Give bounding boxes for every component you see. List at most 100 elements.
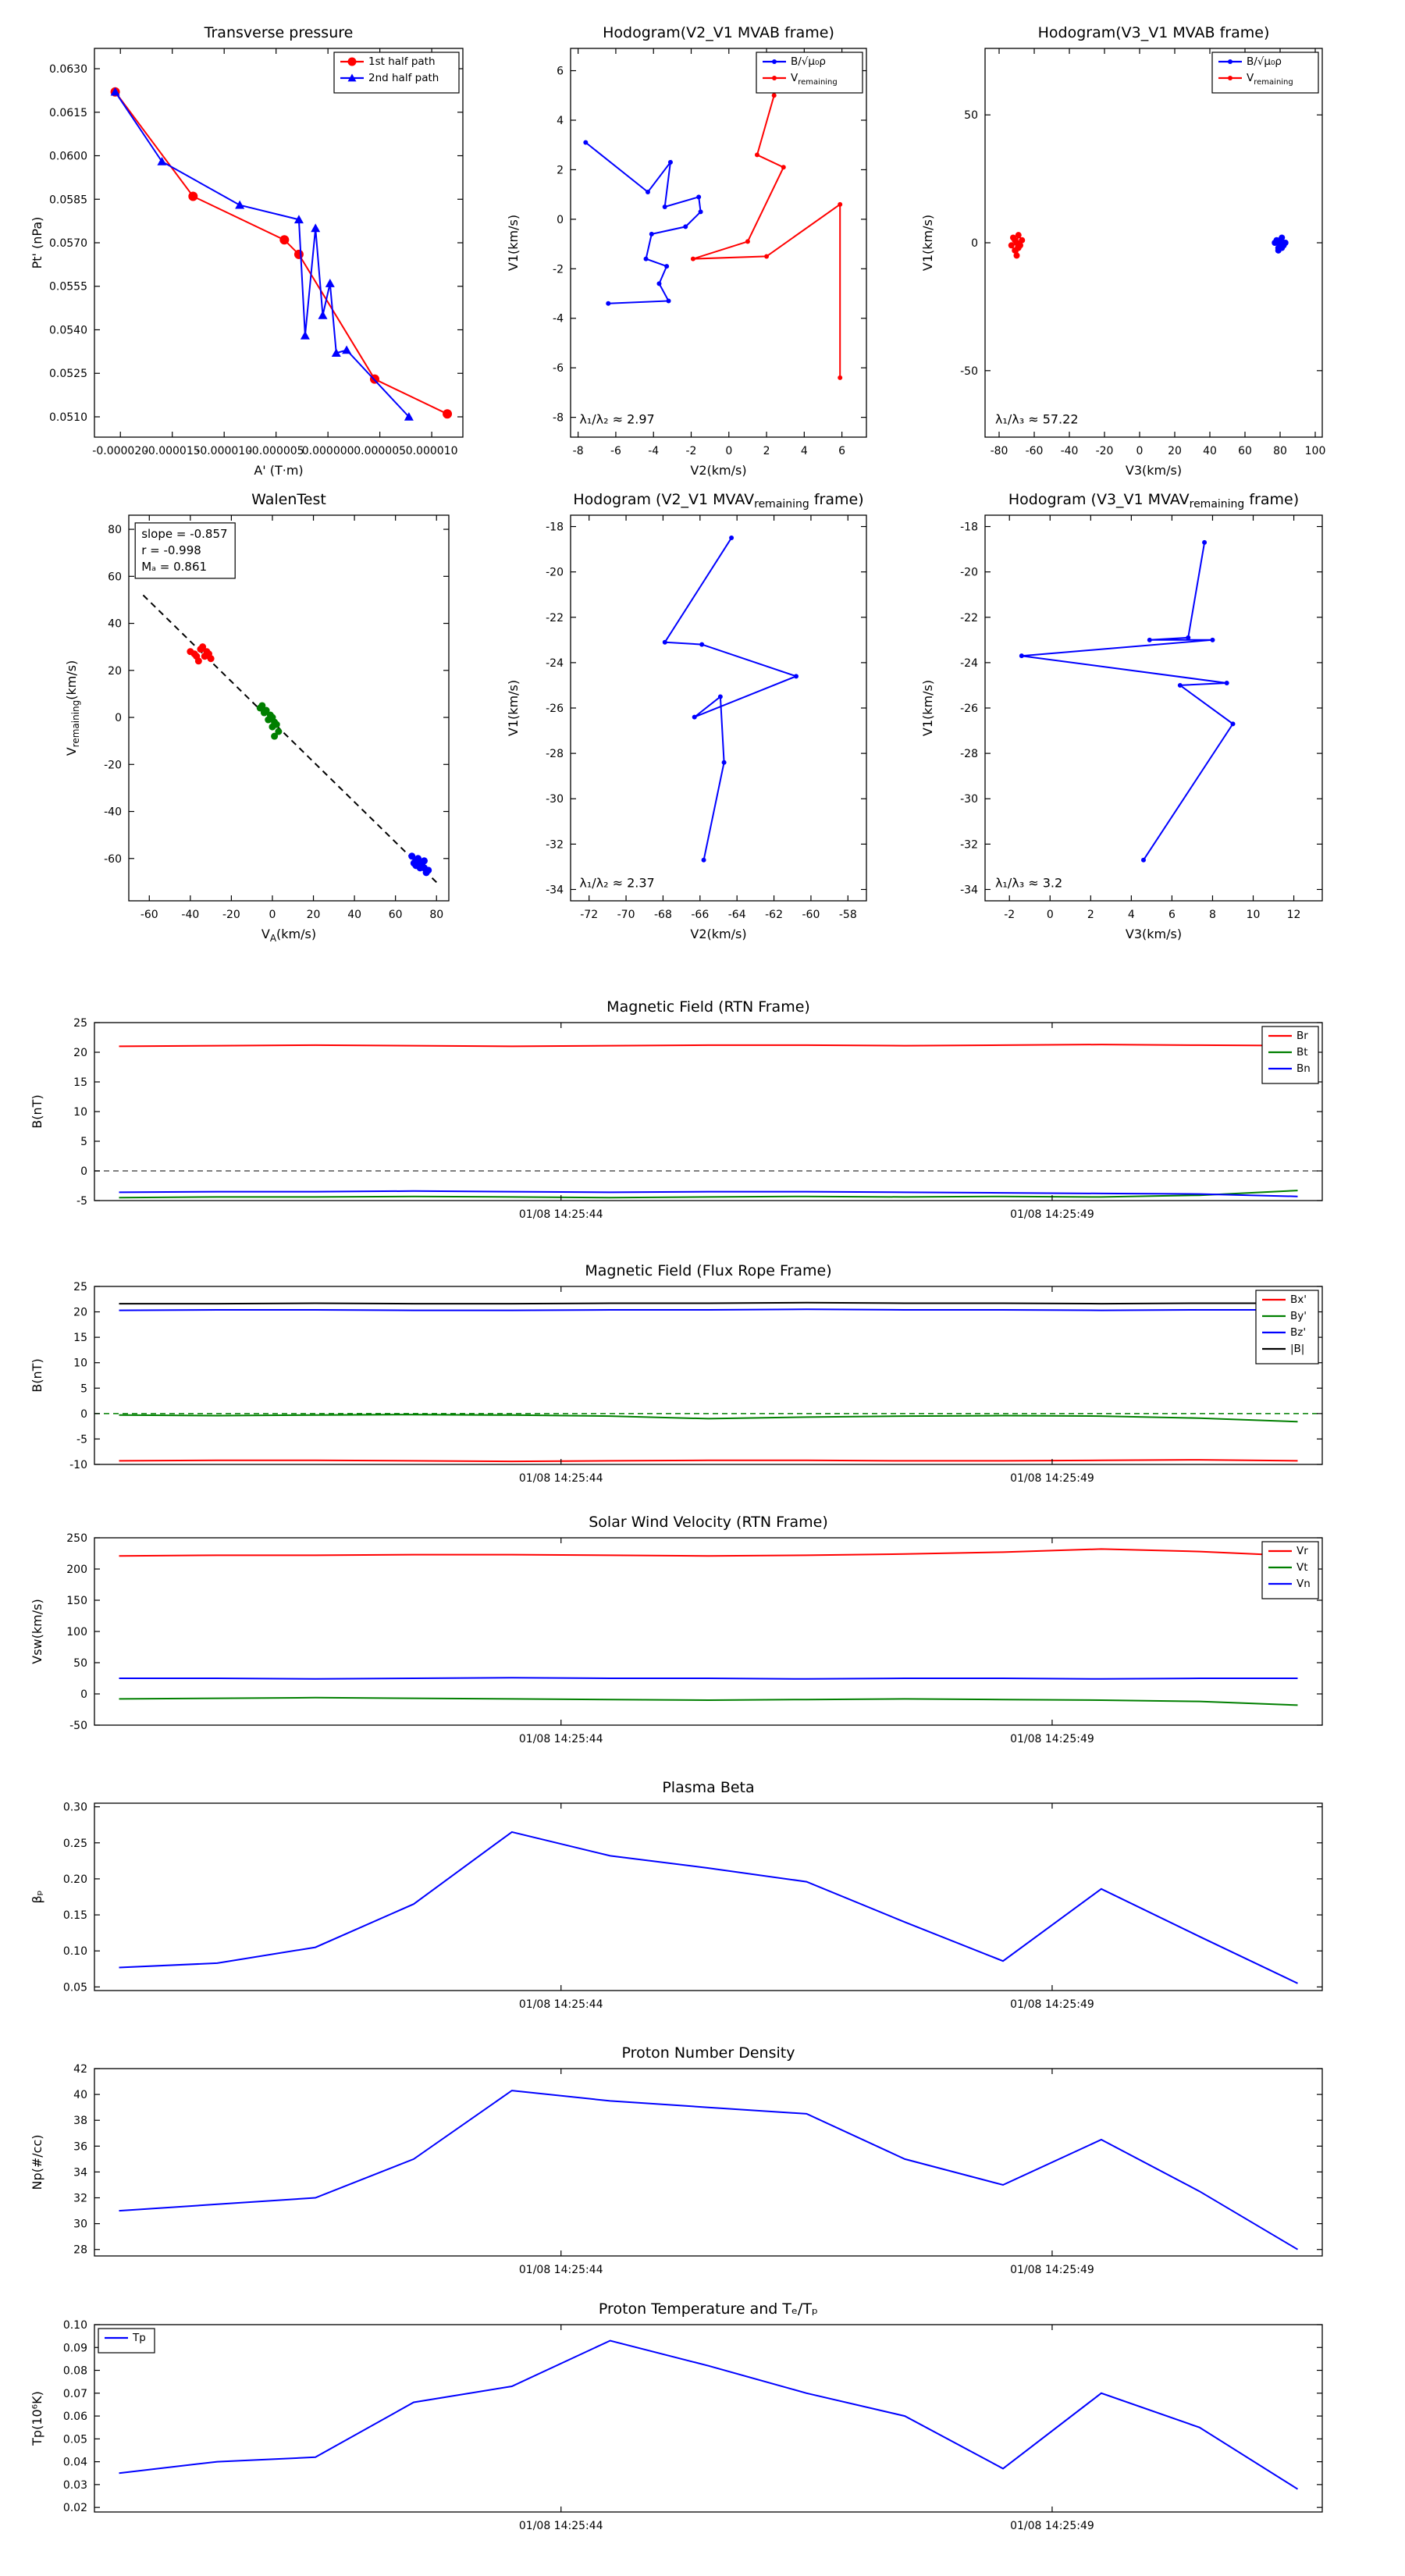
- marker-dot: [271, 732, 279, 740]
- marker-dot: [188, 191, 198, 201]
- marker-triangle: [342, 345, 352, 354]
- y-tick-label: 15: [73, 1076, 87, 1089]
- y-tick-label: 0.10: [63, 2319, 87, 2332]
- x-tick-label: -40: [1061, 445, 1079, 457]
- x-tick-label: -0.000005: [248, 445, 304, 457]
- marker-dot: [1140, 857, 1146, 863]
- axes-frame: [984, 514, 1323, 902]
- y-tick-label: 0.04: [63, 2457, 87, 2469]
- y-tick-label: -6: [553, 362, 564, 375]
- x-tick-label: 01/08 14:25:44: [519, 1733, 603, 1745]
- axes-frame: [94, 1537, 1323, 1726]
- y-tick-label: -30: [960, 793, 978, 806]
- x-tick-label: 01/08 14:25:49: [1010, 2264, 1094, 2276]
- legend-label: |B|: [1290, 1343, 1304, 1355]
- legend-label: B/√μ₀ρ: [791, 55, 826, 68]
- x-axis-label: V3(km/s): [1126, 463, 1182, 478]
- marker-triangle: [325, 279, 335, 287]
- x-tick-label: -8: [573, 445, 584, 457]
- chart-title: Plasma Beta: [662, 1779, 754, 1796]
- y-tick-label: -5: [76, 1195, 87, 1208]
- y-tick-label: -50: [69, 1720, 87, 1732]
- y-tick-label: -10: [69, 1459, 87, 1471]
- marker-dot: [1279, 244, 1286, 251]
- marker-dot: [425, 866, 432, 874]
- marker-dot: [443, 409, 453, 419]
- marker-dot: [1013, 252, 1020, 259]
- legend-label: Bn: [1297, 1062, 1311, 1075]
- marker-triangle: [347, 73, 357, 82]
- x-tick-label: 01/08 14:25:44: [519, 1472, 603, 1485]
- x-axis-label: V2(km/s): [690, 927, 746, 941]
- marker-triangle: [300, 330, 310, 340]
- y-tick-label: 0.07: [63, 2388, 87, 2400]
- marker-triangle: [110, 87, 120, 96]
- marker-dot: [1019, 237, 1026, 244]
- x-tick-label: 2: [763, 445, 770, 457]
- y-tick-label: -50: [960, 365, 978, 378]
- y-tick-label: 2: [557, 164, 564, 176]
- x-tick-label: 4: [801, 445, 808, 457]
- x-tick-label: 6: [838, 445, 845, 457]
- series-vt: [119, 1696, 1298, 1706]
- marker-dot: [690, 256, 695, 262]
- y-tick-label: 0.0525: [49, 368, 87, 380]
- x-tick-label: -60: [140, 909, 158, 921]
- chart-title: Proton Number Density: [622, 2044, 795, 2062]
- x-tick-label: -60: [802, 909, 820, 921]
- x-tick-label: 100: [1305, 445, 1326, 457]
- y-axis-label: V1(km/s): [920, 680, 935, 736]
- y-tick-label: -20: [960, 567, 978, 579]
- y-tick-label: 0: [557, 214, 564, 226]
- series-v-remaining-hodogram: [663, 537, 799, 860]
- y-tick-label: 34: [73, 2166, 87, 2179]
- series-vn: [119, 1677, 1298, 1680]
- series-v-remaining: [692, 95, 841, 378]
- y-tick-label: -18: [546, 521, 564, 534]
- chart-solar-wind-velocity-rtn: Solar Wind Velocity (RTN Frame) 01/08 14:…: [16, 1505, 1336, 1772]
- y-tick-label: -30: [546, 793, 564, 806]
- series-vr: [119, 1548, 1298, 1557]
- marker-triangle: [157, 156, 167, 165]
- marker-dot: [793, 674, 799, 679]
- y-tick-label: 60: [108, 571, 122, 583]
- y-tick-label: 0.0630: [49, 63, 87, 76]
- x-tick-label: 0: [1136, 445, 1144, 457]
- y-tick-label: -22: [546, 612, 564, 624]
- marker-dot: [1015, 232, 1022, 239]
- x-tick-label: -66: [691, 909, 709, 921]
- chart-plasma-beta: Plasma Beta 01/08 14:25:44 01/08 14:25:49 0…: [16, 1770, 1336, 2037]
- y-tick-label: 36: [73, 2140, 87, 2153]
- y-tick-label: -20: [104, 759, 122, 771]
- chart-hodogram-v3v1-mvab: Hodogram(V3_V1 MVAB frame) -80 -60 -40 -20 0 2…: [907, 16, 1336, 484]
- chart-svg-plasma-beta: Plasma Beta 01/08 14:25:44 01/08 14:25:49 0…: [30, 1779, 1323, 2011]
- series-beta-p: [119, 1831, 1298, 1984]
- y-tick-label: 0.25: [63, 1838, 87, 1850]
- legend-label: By': [1290, 1310, 1307, 1322]
- y-tick-label: -26: [546, 703, 564, 715]
- y-tick-label: 250: [66, 1532, 87, 1545]
- legend: Bx' By' Bz' |B|: [1255, 1290, 1319, 1364]
- legend-label: Vn: [1297, 1578, 1311, 1590]
- legend: B/√μ₀ρ Vremaining: [756, 52, 863, 94]
- marker-dot: [645, 189, 650, 194]
- y-tick-label: 0.30: [63, 1802, 87, 1814]
- series-np: [119, 2090, 1299, 2250]
- chart-svg-magnetic-field-flux-rope: Magnetic Field (Flux Rope Frame) 01/08 14…: [30, 1262, 1323, 1485]
- legend-label: Vremaining: [1247, 72, 1293, 87]
- legend: Vr Vt Vn: [1261, 1541, 1319, 1599]
- marker-dot: [1224, 681, 1229, 686]
- marker-dot: [1230, 721, 1236, 727]
- y-tick-label: 32: [73, 2193, 87, 2205]
- chart-title: WalenTest: [251, 491, 326, 508]
- legend-label: Vt: [1297, 1561, 1308, 1574]
- marker-dot: [664, 264, 670, 269]
- chart-hodogram-v2v1-mvab: Hodogram(V2_V1 MVAB frame) -8 -6 -4 -2 0 2 4 6 -8…: [493, 16, 880, 484]
- y-axis-label: V1(km/s): [920, 215, 935, 271]
- x-tick-label: 0: [1047, 909, 1054, 921]
- y-tick-label: 0.0540: [49, 324, 87, 336]
- marker-dot: [203, 648, 211, 656]
- x-tick-label: 40: [347, 909, 361, 921]
- marker-dot: [583, 140, 589, 145]
- chart-hodogram-v3v1-mvav: Hodogram (V3_V1 MVAVremaining frame) -2 0 2…: [907, 482, 1336, 948]
